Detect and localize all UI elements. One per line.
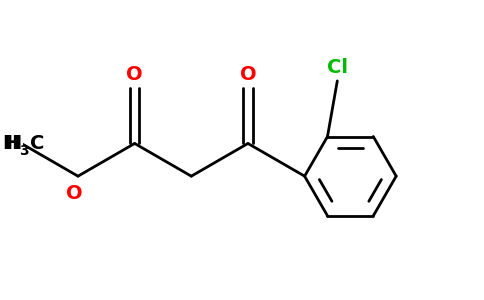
- Text: C: C: [30, 134, 44, 153]
- Text: 3: 3: [19, 144, 29, 158]
- Text: O: O: [240, 65, 256, 84]
- Text: O: O: [126, 65, 143, 84]
- Text: H: H: [5, 134, 21, 153]
- Text: Cl: Cl: [327, 58, 348, 77]
- Text: O: O: [66, 184, 83, 203]
- Text: H: H: [2, 134, 18, 153]
